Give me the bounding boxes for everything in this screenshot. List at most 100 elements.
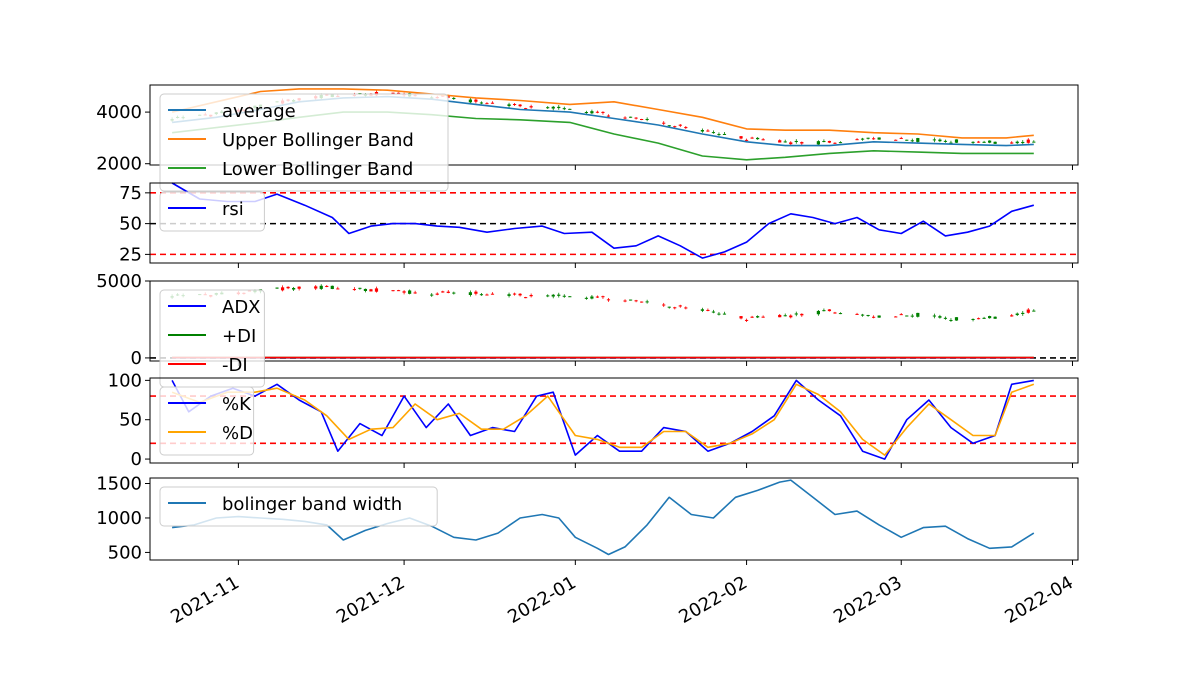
candle-body — [507, 294, 511, 296]
candle-body — [640, 118, 644, 120]
candle-body — [1026, 139, 1030, 143]
candle-body — [971, 318, 975, 320]
adx-xticks — [237, 361, 1073, 366]
price-ytick-label: 2000 — [96, 154, 142, 175]
candle-body — [568, 108, 572, 110]
candle-body — [816, 310, 820, 315]
candle-body — [877, 137, 881, 140]
stochastic-series-line-0 — [171, 379, 1034, 460]
candle-body — [872, 138, 876, 140]
candle-body — [358, 287, 362, 289]
stochastic-series — [171, 379, 1035, 460]
candle-body — [557, 294, 561, 296]
candle-body — [402, 291, 406, 293]
candle-body — [325, 285, 329, 287]
price-legend-box — [159, 93, 449, 192]
price-legend-label: Upper Bollinger Band — [222, 130, 414, 151]
candle-body — [590, 111, 594, 114]
candle-body — [684, 127, 688, 129]
candle-body — [446, 291, 450, 293]
date-tick-label: 2022-01 — [504, 572, 580, 628]
candle-body — [518, 104, 522, 107]
price-legend-label: average — [222, 101, 296, 122]
price-panel: 2000 4000 average Upper Bollinger Band Lowe… — [96, 84, 1079, 192]
candle-body — [645, 118, 649, 120]
stochastic-legend-label: %D — [222, 423, 253, 444]
candle-body — [894, 316, 898, 318]
candle-body — [628, 299, 633, 301]
candle-body — [943, 317, 948, 319]
candle-body — [1032, 141, 1036, 143]
candle-body — [468, 292, 472, 296]
candle-body — [551, 106, 555, 109]
candle-body — [408, 290, 412, 294]
candle-body — [932, 315, 936, 317]
candle-body — [1021, 141, 1025, 144]
candle-body — [391, 290, 395, 292]
candle-body — [899, 314, 903, 316]
candle-body — [706, 130, 710, 132]
candle-body — [363, 288, 368, 292]
rsi-legend-label: rsi — [222, 199, 244, 220]
candle-body — [529, 106, 533, 108]
rsi-ytick-label: 25 — [119, 244, 142, 265]
candle-body — [949, 142, 953, 144]
candle-body — [678, 305, 682, 307]
candle-body — [872, 316, 876, 318]
candle-body — [280, 287, 285, 291]
candle-body — [938, 316, 942, 318]
candle-body — [297, 286, 301, 289]
candle-body — [623, 117, 627, 119]
candle-body — [949, 319, 953, 321]
candle-body — [396, 92, 401, 94]
rsi-xticks — [237, 263, 1073, 268]
candle-body — [750, 137, 754, 139]
candle-body — [756, 137, 760, 140]
candle-body — [584, 112, 588, 114]
candle-body — [634, 117, 638, 119]
adx-panel: 0 5000 ADX +DI -DI — [96, 271, 1079, 388]
candle-body — [855, 313, 859, 315]
candle-body — [590, 296, 594, 299]
rsi-legend: rsi — [159, 191, 265, 232]
candle-body — [700, 309, 704, 311]
candle-body — [706, 309, 710, 311]
candle-body — [954, 139, 959, 143]
bandwidth-axes-frame — [149, 477, 1079, 561]
candle-body — [822, 310, 826, 312]
bandwidth-legend-label: bolinger band width — [222, 494, 402, 515]
candle-body — [292, 287, 296, 290]
candle-body — [518, 293, 522, 296]
bandwidth-yaxis: 500 1000 1500 — [96, 474, 150, 563]
candle-body — [1015, 141, 1019, 144]
stochastic-legend-label: %K — [222, 394, 252, 415]
stochastic-legend: %K %D — [159, 386, 255, 456]
candle-body — [910, 140, 914, 142]
candle-body — [562, 295, 566, 297]
candle-body — [722, 133, 727, 135]
candle-body — [678, 124, 682, 126]
adx-candles — [170, 284, 1036, 323]
candle-body — [971, 141, 975, 143]
candle-body — [430, 294, 434, 296]
candle-body — [551, 294, 555, 297]
rsi-series — [171, 182, 1035, 259]
candle-body — [739, 316, 743, 319]
candle-body — [673, 126, 677, 128]
candle-body — [336, 288, 340, 290]
candle-body — [833, 312, 837, 314]
candle-body — [827, 140, 832, 143]
candle-body — [557, 106, 561, 109]
candle-body — [838, 313, 843, 315]
candle-body — [982, 141, 986, 143]
stochastic-yaxis: 0 50 100 — [108, 370, 150, 470]
stochastic-reference-lines — [150, 395, 1078, 445]
candle-body — [943, 140, 948, 142]
candle-body — [601, 111, 605, 113]
candle-body — [645, 301, 649, 303]
candle-body — [789, 315, 793, 318]
candle-body — [546, 295, 550, 297]
candle-body — [595, 296, 600, 298]
candle-body — [910, 315, 914, 317]
